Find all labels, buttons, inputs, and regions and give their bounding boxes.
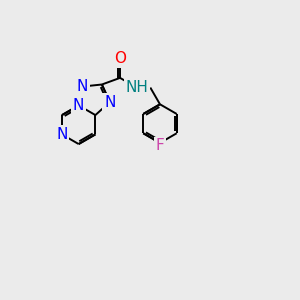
Text: N: N: [104, 94, 116, 110]
Text: N: N: [77, 79, 88, 94]
Text: N: N: [56, 127, 68, 142]
Text: N: N: [73, 98, 84, 113]
Text: NH: NH: [125, 80, 148, 95]
Text: F: F: [156, 138, 164, 153]
Text: O: O: [114, 51, 126, 66]
